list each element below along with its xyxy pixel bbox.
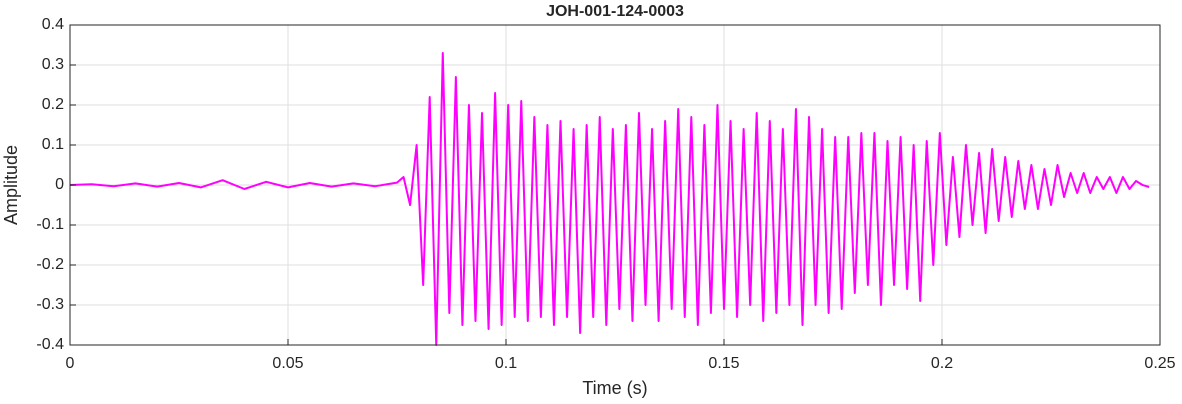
x-axis-label: Time (s) [582, 378, 647, 398]
y-tick-label: -0.4 [36, 336, 64, 353]
x-tick-label: 0.25 [1144, 355, 1175, 372]
y-axis-label: Amplitude [1, 145, 21, 225]
waveform-line [69, 52, 1150, 346]
y-tick-label: 0 [55, 176, 64, 193]
chart-title: JOH-001-124-0003 [546, 3, 684, 20]
y-tick-label: -0.1 [36, 216, 64, 233]
x-tick-label: 0.05 [272, 355, 303, 372]
y-tick-label: 0.2 [42, 96, 64, 113]
y-tick-label: 0.1 [42, 136, 64, 153]
y-tick-label: -0.2 [36, 256, 64, 273]
x-tick-label: 0 [66, 355, 75, 372]
y-tick-label: -0.3 [36, 296, 64, 313]
y-tick-label: 0.3 [42, 56, 64, 73]
x-tick-label: 0.1 [495, 355, 517, 372]
y-tick-label: 0.4 [42, 16, 64, 33]
x-tick-label: 0.2 [931, 355, 953, 372]
x-tick-label: 0.15 [708, 355, 739, 372]
